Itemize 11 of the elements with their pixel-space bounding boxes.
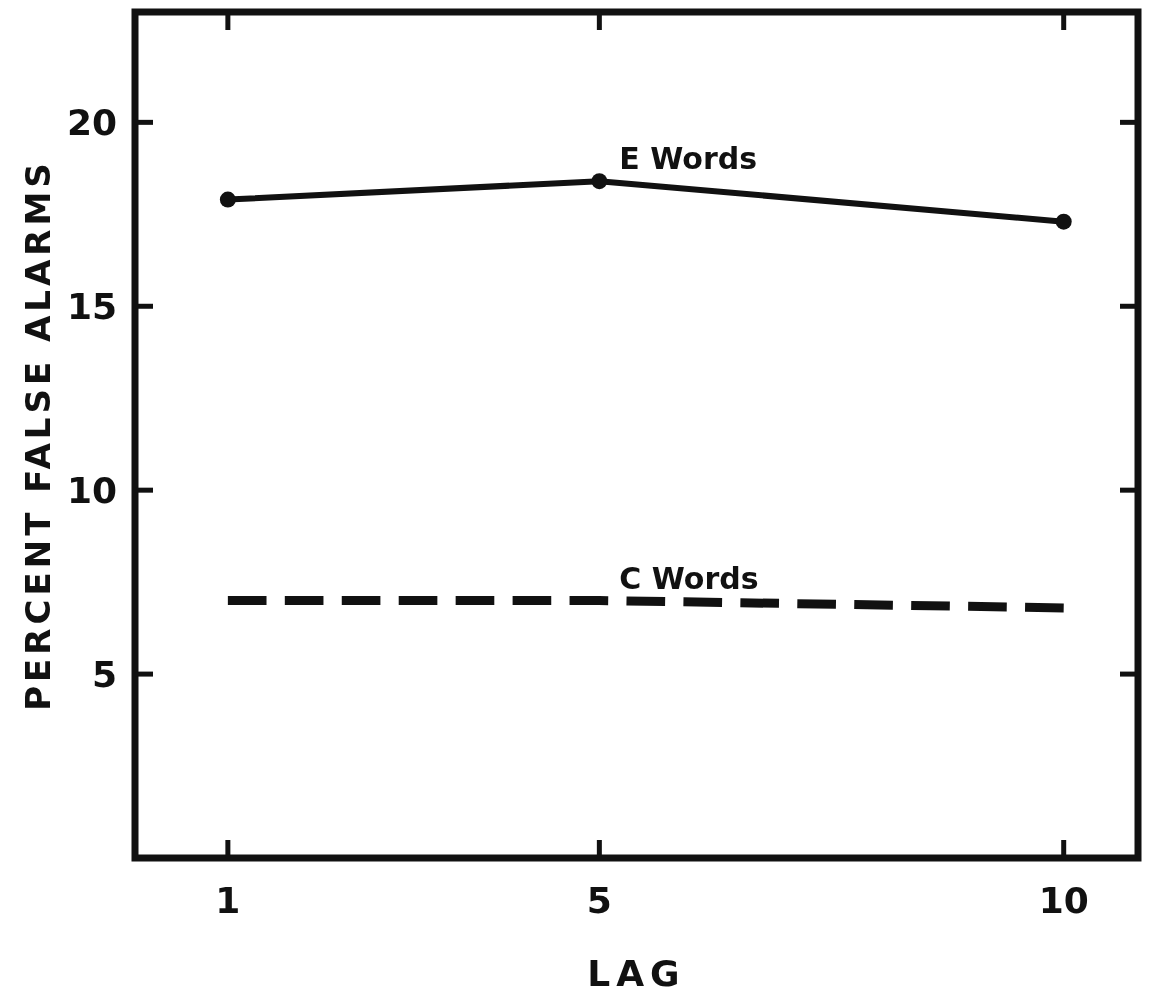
y-tick-label: 10 [66,469,117,511]
series-label: C Words [619,560,759,596]
x-tick-label: 1 [215,880,241,921]
y-tick-label: 5 [91,653,117,695]
x-axis-title: LAG [587,953,686,994]
x-tick-label: 5 [586,880,612,921]
x-tick-label: 10 [1038,880,1089,921]
y-tick-label: 20 [66,101,117,143]
series-label: E Words [619,141,758,177]
y-tick-label: 15 [66,285,117,327]
y-axis-title: PERCENT FALSE ALARMS [18,159,58,711]
